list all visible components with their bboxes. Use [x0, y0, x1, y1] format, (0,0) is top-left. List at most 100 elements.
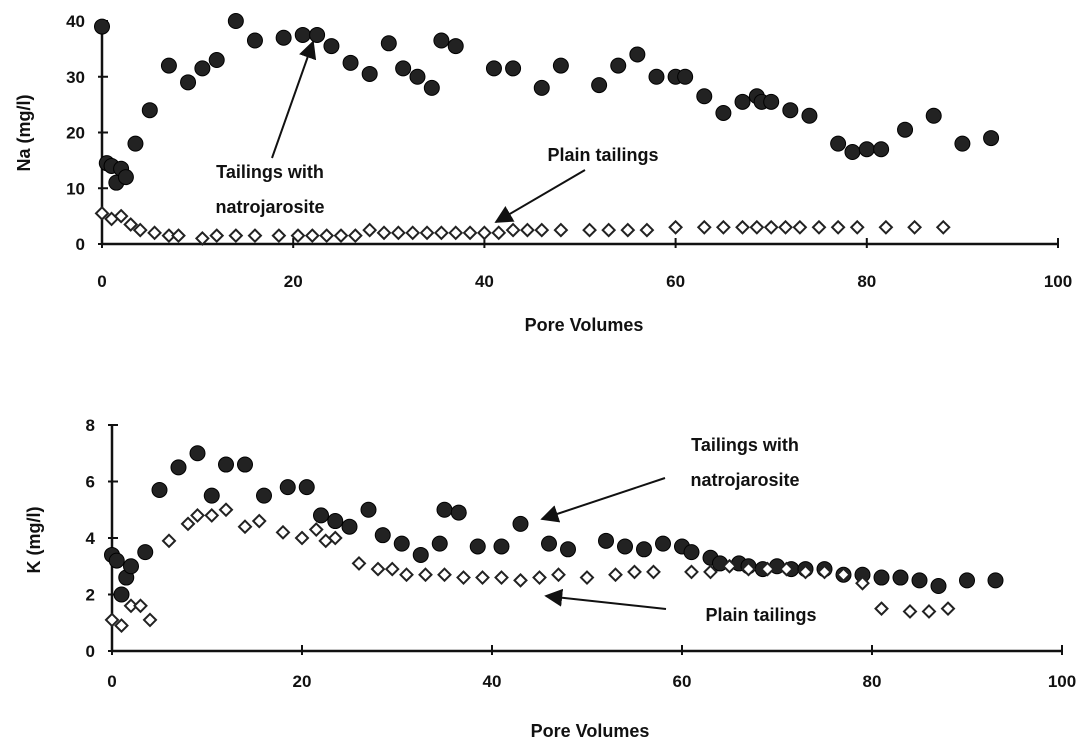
- na-x-tick-label: 0: [97, 272, 106, 291]
- na-point-plain: [433, 225, 449, 241]
- k-point-plain: [104, 612, 120, 628]
- na-point-natrojarosite: [227, 13, 244, 29]
- k-point-plain: [308, 522, 324, 537]
- na-point-natrojarosite: [925, 107, 942, 124]
- na-point-plain: [113, 208, 129, 224]
- na-x-tick-label: 60: [666, 272, 685, 291]
- na-point-plain: [520, 222, 535, 238]
- na-y-tick-label: 40: [66, 12, 85, 31]
- na-point-natrojarosite: [194, 60, 211, 77]
- k-point-natrojarosite: [298, 479, 315, 496]
- na-point-natrojarosite: [677, 68, 694, 85]
- k-point-plain: [370, 561, 386, 577]
- k-point-natrojarosite: [493, 538, 510, 555]
- na-point-natrojarosite: [433, 32, 450, 49]
- na-chart: Na (mg/l) Pore Volumes Tailings with nat…: [14, 12, 1072, 335]
- k-point-natrojarosite: [412, 546, 429, 563]
- k-point-natrojarosite: [911, 572, 928, 589]
- k-point-natrojarosite: [892, 569, 909, 586]
- k-x-tick-label: 100: [1048, 672, 1076, 691]
- na-point-natrojarosite: [409, 68, 426, 85]
- k-point-plain: [275, 524, 291, 540]
- na-point-natrojarosite: [858, 141, 875, 158]
- na-point-natrojarosite: [844, 144, 861, 161]
- na-point-natrojarosite: [423, 79, 440, 96]
- na-point-natrojarosite: [897, 121, 914, 138]
- k-point-natrojarosite: [930, 578, 947, 595]
- k-point-plain: [855, 575, 870, 591]
- k-label-natrojarosite-line2: natrojarosite: [690, 470, 799, 490]
- k-point-plain: [608, 567, 623, 583]
- k-point-plain: [384, 561, 400, 577]
- na-point-plain: [811, 219, 827, 235]
- k-point-plain: [399, 567, 414, 583]
- na-point-natrojarosite: [830, 135, 847, 152]
- k-point-natrojarosite: [598, 532, 614, 549]
- k-x-tick-label: 80: [863, 672, 882, 691]
- k-point-natrojarosite: [113, 586, 130, 603]
- k-point-plain: [798, 564, 813, 580]
- k-point-plain: [494, 570, 509, 585]
- k-point-natrojarosite: [374, 527, 391, 544]
- na-point-plain: [333, 228, 349, 244]
- k-label-natrojarosite-line1: Tailings with: [691, 435, 799, 455]
- k-point-natrojarosite: [469, 538, 486, 555]
- na-point-natrojarosite: [983, 130, 1000, 147]
- na-point-plain: [668, 219, 684, 235]
- na-point-natrojarosite: [485, 60, 502, 77]
- na-point-plain: [419, 225, 435, 241]
- na-x-tick-label: 20: [284, 272, 303, 291]
- k-point-natrojarosite: [313, 507, 329, 524]
- k-point-plain: [940, 601, 956, 617]
- k-point-plain: [760, 561, 775, 577]
- na-point-plain: [209, 228, 225, 244]
- k-point-natrojarosite: [431, 535, 448, 552]
- na-point-natrojarosite: [782, 102, 799, 119]
- k-point-plain: [418, 567, 433, 583]
- k-point-natrojarosite: [450, 504, 467, 521]
- na-point-plain: [792, 219, 808, 235]
- na-point-plain: [247, 228, 263, 244]
- na-point-plain: [290, 228, 306, 244]
- na-y-tick-label: 20: [66, 124, 85, 143]
- na-y-axis-title: Na (mg/l): [14, 94, 34, 171]
- k-y-tick-label: 0: [86, 642, 95, 661]
- na-point-plain: [715, 219, 731, 235]
- na-point-plain: [778, 219, 793, 235]
- k-point-plain: [874, 601, 889, 617]
- na-arrow-plain: [494, 169, 586, 223]
- na-point-plain: [376, 225, 392, 241]
- na-arrow-natrojarosite: [271, 40, 317, 159]
- k-point-natrojarosite: [137, 544, 154, 561]
- na-label-plain: Plain tailings: [547, 145, 658, 165]
- na-point-plain: [907, 219, 923, 235]
- k-point-natrojarosite: [108, 552, 125, 569]
- k-point-plain: [579, 570, 595, 585]
- k-point-plain: [703, 564, 718, 580]
- na-point-plain: [505, 222, 521, 238]
- na-point-plain: [94, 205, 110, 221]
- k-point-plain: [294, 530, 310, 546]
- na-point-plain: [161, 228, 177, 244]
- k-x-tick-label: 20: [293, 672, 312, 691]
- k-point-natrojarosite: [655, 535, 671, 552]
- na-point-plain: [347, 228, 363, 244]
- na-y-tick-label: 0: [76, 235, 85, 254]
- na-point-natrojarosite: [629, 46, 646, 63]
- na-point-natrojarosite: [954, 135, 971, 152]
- na-point-natrojarosite: [696, 88, 713, 105]
- na-x-axis-title: Pore Volumes: [525, 315, 644, 335]
- k-point-plain: [180, 516, 196, 532]
- k-y-axis-title: K (mg/l): [24, 507, 44, 574]
- na-point-natrojarosite: [715, 104, 732, 121]
- na-point-natrojarosite: [127, 135, 144, 152]
- na-point-plain: [147, 225, 162, 241]
- k-point-natrojarosite: [170, 459, 187, 476]
- na-point-plain: [462, 225, 478, 241]
- na-point-natrojarosite: [309, 26, 326, 43]
- k-point-plain: [142, 612, 158, 628]
- k-point-natrojarosite: [256, 487, 272, 504]
- k-point-plain: [627, 564, 642, 580]
- na-point-natrojarosite: [610, 57, 627, 74]
